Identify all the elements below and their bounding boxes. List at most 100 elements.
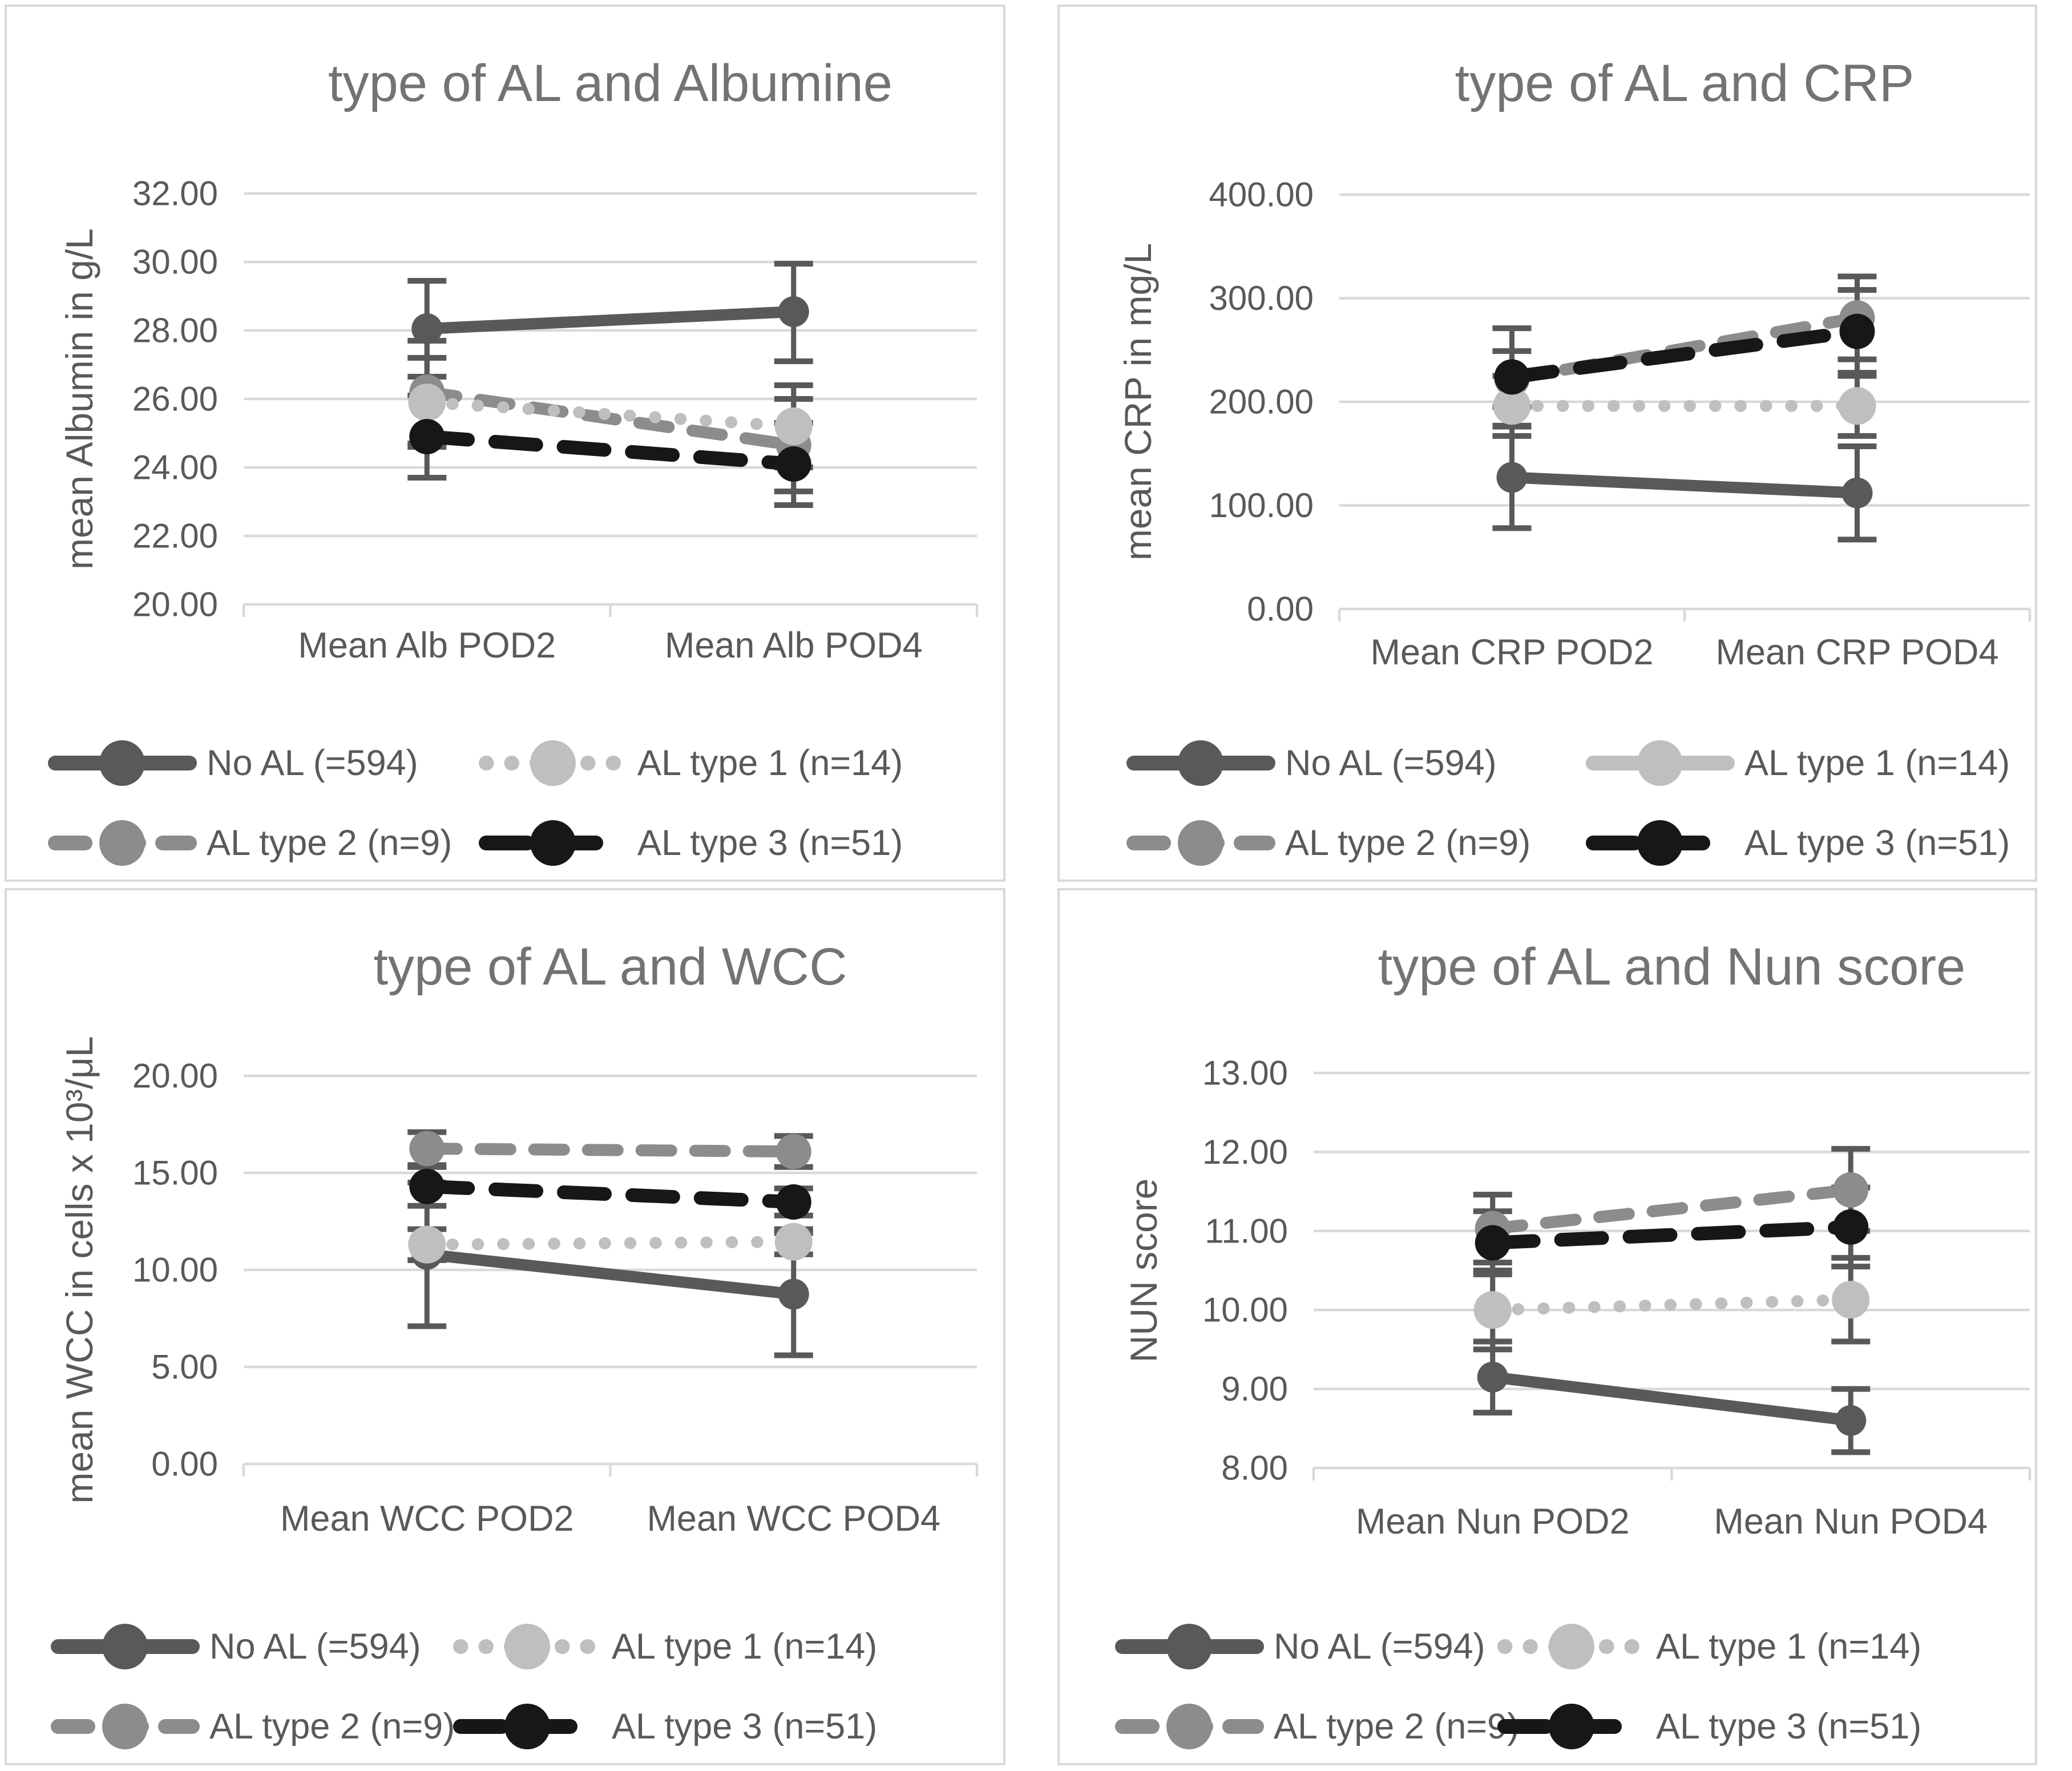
data-point-al1 — [774, 408, 813, 445]
data-point-al1 — [774, 1223, 813, 1261]
y-tick-label: 24.00 — [132, 449, 218, 487]
y-axis-title: mean Albumin in g/L — [58, 228, 100, 570]
y-tick-label: 10.00 — [1202, 1291, 1288, 1329]
legend-marker-al3 — [1637, 820, 1683, 866]
y-tick-label: 28.00 — [132, 312, 218, 350]
series-line-no_al — [1487, 1371, 1857, 1426]
x-category-label: Mean Alb POD2 — [298, 626, 556, 665]
legend-item-al3: AL type 3 (n=51) — [479, 820, 903, 866]
x-category-label: Mean WCC POD2 — [280, 1499, 574, 1539]
legend-label: AL type 2 (n=9) — [207, 823, 452, 863]
data-point-al3 — [1494, 359, 1530, 395]
legend-label: AL type 1 (n=14) — [612, 1627, 877, 1667]
y-tick-label: 26.00 — [132, 380, 218, 418]
legend-marker-al1 — [1549, 1624, 1594, 1669]
y-axis-title: mean WCC in cells x 10³/μL — [58, 1036, 100, 1503]
legend-label: AL type 3 (n=51) — [1656, 1707, 1921, 1746]
legend-item-no_al: No AL (=594) — [1115, 1624, 1485, 1669]
data-point-no_al — [778, 296, 809, 327]
data-point-no_al — [1496, 462, 1528, 493]
legend-marker-al3 — [530, 820, 576, 866]
legend-marker-al3 — [1549, 1704, 1594, 1749]
chart-panel-wcc: type of AL and WCC 20.00 15.00 10.00 5.00 0.0… — [5, 888, 1005, 1765]
legend-marker-al2 — [102, 1704, 148, 1749]
y-tick-label: 400.00 — [1209, 176, 1314, 214]
legend-item-al2: AL type 2 (n=9) — [48, 820, 452, 866]
nun-chart: type of AL and Nun score 13.00 12.00 11.00 1… — [1115, 938, 2031, 1749]
chart-title: type of AL and Albumine — [328, 54, 892, 112]
data-point-al3 — [409, 1168, 445, 1204]
y-tick-label: 9.00 — [1221, 1370, 1288, 1408]
legend-label: AL type 3 (n=51) — [612, 1707, 877, 1746]
x-category-label: Mean Alb POD4 — [665, 626, 923, 665]
data-point-al1 — [1832, 1281, 1870, 1319]
series-line-al3 — [1505, 324, 1864, 384]
legend-marker-al1 — [504, 1624, 550, 1669]
series-line-al2 — [421, 1143, 800, 1158]
legend-label: AL type 2 (n=9) — [1274, 1707, 1519, 1746]
series-line-al2 — [421, 386, 800, 451]
chart-panel-albumine: type of AL and Albumine 32.00 30.00 28.00 26… — [5, 5, 1005, 882]
y-tick-label: 200.00 — [1209, 383, 1314, 421]
legend-item-no_al: No AL (=594) — [1126, 740, 1497, 786]
y-tick-label: 30.00 — [132, 243, 218, 281]
legend-label: AL type 1 (n=14) — [1656, 1627, 1921, 1667]
legend-item-al2: AL type 2 (n=9) — [51, 1704, 455, 1749]
series-line-al1 — [421, 1236, 800, 1251]
y-tick-label: 300.00 — [1209, 279, 1314, 317]
series-line-al3 — [1485, 1220, 1858, 1250]
data-point-al2 — [1833, 1172, 1869, 1208]
legend-item-al1: AL type 1 (n=14) — [479, 740, 903, 786]
x-category-label: Mean Nun POD2 — [1356, 1502, 1630, 1542]
albumine-chart: type of AL and Albumine 32.00 30.00 28.00 26… — [48, 54, 979, 866]
legend-label: AL type 3 (n=51) — [637, 823, 903, 863]
wcc-chart: type of AL and WCC 20.00 15.00 10.00 5.00 0.0… — [51, 938, 979, 1749]
y-tick-label: 15.00 — [132, 1154, 218, 1192]
data-point-no_al — [1841, 477, 1873, 509]
legend-marker-no_al — [1178, 740, 1223, 786]
series-line-no_al — [421, 1248, 799, 1300]
data-point-al3 — [1833, 1209, 1869, 1245]
legend-item-al2: AL type 2 (n=9) — [1115, 1704, 1519, 1749]
data-point-al1 — [1493, 387, 1531, 425]
x-category-label: Mean CRP POD2 — [1370, 632, 1653, 672]
data-point-al3 — [776, 446, 811, 482]
y-tick-label: 5.00 — [151, 1348, 218, 1386]
legend-item-al3: AL type 3 (n=51) — [1497, 1704, 1921, 1749]
chart-title: type of AL and CRP — [1455, 54, 1915, 112]
data-point-al3 — [409, 419, 445, 454]
y-tick-label: 0.00 — [151, 1445, 218, 1483]
legend-item-no_al: No AL (=594) — [51, 1624, 421, 1669]
legend-marker-no_al — [102, 1624, 148, 1669]
legend-marker-no_al — [99, 740, 145, 786]
legend-marker-al3 — [504, 1704, 550, 1749]
legend-marker-al2 — [1178, 820, 1223, 866]
chart-panel-nun: type of AL and Nun score 13.00 12.00 11.00 1… — [1057, 888, 2037, 1765]
series-line-no_al — [421, 306, 799, 334]
legend-label: AL type 2 (n=9) — [1285, 823, 1530, 863]
data-point-no_al — [411, 313, 443, 344]
y-tick-label: 10.00 — [132, 1251, 218, 1289]
series-line-al1 — [421, 396, 800, 433]
legend-label: No AL (=594) — [207, 743, 418, 783]
legend-item-al1: AL type 1 (n=14) — [453, 1624, 877, 1669]
legend-marker-al1 — [1637, 740, 1683, 786]
y-tick-label: 20.00 — [132, 586, 218, 624]
chart-title: type of AL and WCC — [373, 938, 847, 996]
y-axis-title: mean CRP in mg/L — [1117, 243, 1159, 560]
legend-item-al2: AL type 2 (n=9) — [1126, 820, 1530, 866]
legend-marker-al2 — [99, 820, 145, 866]
legend-label: AL type 1 (n=14) — [1744, 743, 2010, 783]
legend-marker-al2 — [1166, 1704, 1212, 1749]
data-point-no_al — [1477, 1361, 1508, 1393]
data-point-no_al — [1835, 1405, 1867, 1436]
data-point-no_al — [778, 1278, 809, 1310]
crp-chart: type of AL and CRP 400.00 300.00 200.00 100.… — [1117, 54, 2031, 866]
data-point-al3 — [776, 1184, 811, 1220]
data-point-al2 — [409, 1131, 445, 1167]
data-point-al2 — [776, 1133, 811, 1169]
legend-marker-al1 — [530, 740, 576, 786]
legend-label: AL type 3 (n=51) — [1744, 823, 2010, 863]
data-point-al1 — [408, 384, 446, 421]
